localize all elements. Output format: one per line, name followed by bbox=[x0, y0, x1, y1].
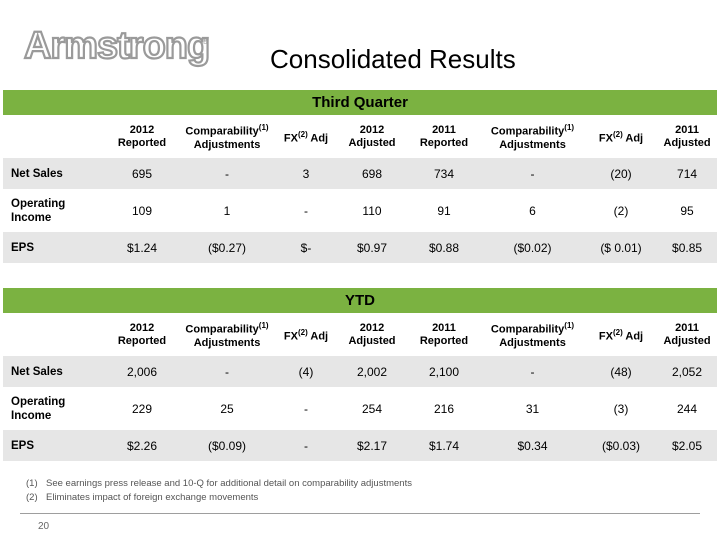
cell: $0.85 bbox=[657, 231, 718, 264]
cell: ($0.02) bbox=[480, 231, 585, 264]
cell: (48) bbox=[585, 356, 657, 388]
col-comparability-adjustments: Comparability(1) Adjustments bbox=[480, 115, 585, 158]
col-2011-reported: 2011 Reported bbox=[408, 115, 480, 158]
col-2012-reported: 2012 Reported bbox=[106, 115, 178, 158]
row-label: Operating Income bbox=[3, 189, 106, 232]
footnote-text: See earnings press release and 10-Q for … bbox=[46, 478, 412, 489]
col-fx-adj: FX(2) Adj bbox=[585, 313, 657, 356]
cell: 3 bbox=[276, 158, 336, 190]
row-label: Net Sales bbox=[3, 356, 106, 388]
cell: 714 bbox=[657, 158, 718, 190]
col-2011-adjusted: 2011 Adjusted bbox=[657, 115, 718, 158]
footnote: (1) See earnings press release and 10-Q f… bbox=[26, 477, 412, 491]
cell: (3) bbox=[585, 387, 657, 430]
cell: 6 bbox=[480, 189, 585, 232]
cell: - bbox=[178, 356, 276, 388]
page-number: 20 bbox=[38, 521, 50, 532]
cell: 31 bbox=[480, 387, 585, 430]
cell: - bbox=[276, 429, 336, 462]
col-fx-adj: FX(2) Adj bbox=[276, 115, 336, 158]
page-title: Consolidated Results bbox=[270, 44, 516, 74]
cell: ($0.09) bbox=[178, 429, 276, 462]
col-fx-adj: FX(2) Adj bbox=[585, 115, 657, 158]
cell: $2.05 bbox=[657, 429, 718, 462]
cell: (20) bbox=[585, 158, 657, 190]
cell: $0.88 bbox=[408, 231, 480, 264]
column-header-row: 2012 Reported Comparability(1) Adjustment… bbox=[3, 115, 718, 158]
row-label: EPS bbox=[3, 231, 106, 264]
cell: 216 bbox=[408, 387, 480, 430]
cell: 229 bbox=[106, 387, 178, 430]
table-row: EPS $2.26 ($0.09) - $2.17 $1.74 $0.34 ($… bbox=[3, 429, 718, 462]
cell: 91 bbox=[408, 189, 480, 232]
column-header-row: 2012 Reported Comparability(1) Adjustment… bbox=[3, 313, 718, 356]
col-comparability-adjustments: Comparability(1) Adjustments bbox=[480, 313, 585, 356]
footnotes: (1) See earnings press release and 10-Q f… bbox=[26, 477, 412, 505]
footnote-number: (1) bbox=[26, 478, 38, 489]
footnote: (2) Eliminates impact of foreign exchange… bbox=[26, 491, 412, 505]
table-row: Net Sales 695 - 3 698 734 - (20) 714 bbox=[3, 158, 718, 190]
col-2012-adjusted: 2012 Adjusted bbox=[336, 313, 408, 356]
section-title: YTD bbox=[3, 288, 718, 313]
header-blank bbox=[3, 115, 106, 158]
cell: 734 bbox=[408, 158, 480, 190]
cell: $2.17 bbox=[336, 429, 408, 462]
cell: - bbox=[178, 158, 276, 190]
cell: (4) bbox=[276, 356, 336, 388]
col-comparability-adjustments: Comparability(1) Adjustments bbox=[178, 313, 276, 356]
cell: 244 bbox=[657, 387, 718, 430]
row-label: Net Sales bbox=[3, 158, 106, 190]
cell: $- bbox=[276, 231, 336, 264]
cell: 2,002 bbox=[336, 356, 408, 388]
col-2011-reported: 2011 Reported bbox=[408, 313, 480, 356]
footnote-text: Eliminates impact of foreign exchange mo… bbox=[46, 492, 259, 503]
cell: 95 bbox=[657, 189, 718, 232]
cell: $1.24 bbox=[106, 231, 178, 264]
cell: - bbox=[480, 356, 585, 388]
col-2011-adjusted: 2011 Adjusted bbox=[657, 313, 718, 356]
col-2012-reported: 2012 Reported bbox=[106, 313, 178, 356]
header-blank bbox=[3, 313, 106, 356]
cell: $0.97 bbox=[336, 231, 408, 264]
cell: 695 bbox=[106, 158, 178, 190]
cell: $1.74 bbox=[408, 429, 480, 462]
cell: - bbox=[480, 158, 585, 190]
col-comparability-adjustments: Comparability(1) Adjustments bbox=[178, 115, 276, 158]
table-row: Net Sales 2,006 - (4) 2,002 2,100 - (48)… bbox=[3, 356, 718, 388]
cell: 2,052 bbox=[657, 356, 718, 388]
cell: $2.26 bbox=[106, 429, 178, 462]
cell: 1 bbox=[178, 189, 276, 232]
footer-divider bbox=[20, 513, 700, 514]
cell: $0.34 bbox=[480, 429, 585, 462]
cell: 2,006 bbox=[106, 356, 178, 388]
ytd-table: YTD 2012 Reported Comparability(1) Adjust… bbox=[3, 288, 718, 462]
cell: 254 bbox=[336, 387, 408, 430]
cell: 25 bbox=[178, 387, 276, 430]
table-row: EPS $1.24 ($0.27) $- $0.97 $0.88 ($0.02)… bbox=[3, 231, 718, 264]
svg-text:Armstrong: Armstrong bbox=[24, 25, 209, 67]
section-title: Third Quarter bbox=[3, 90, 718, 115]
cell: 2,100 bbox=[408, 356, 480, 388]
cell: 110 bbox=[336, 189, 408, 232]
cell: 698 bbox=[336, 158, 408, 190]
table-row: Operating Income 229 25 - 254 216 31 (3)… bbox=[3, 387, 718, 430]
cell: - bbox=[276, 189, 336, 232]
cell: ($0.03) bbox=[585, 429, 657, 462]
footnote-number: (2) bbox=[26, 492, 38, 503]
row-label: Operating Income bbox=[3, 387, 106, 430]
table-row: Operating Income 109 1 - 110 91 6 (2) 95 bbox=[3, 189, 718, 232]
svg-text:®: ® bbox=[202, 36, 209, 46]
armstrong-logo: Armstrong ® bbox=[23, 24, 211, 68]
col-fx-adj: FX(2) Adj bbox=[276, 313, 336, 356]
cell: ($ 0.01) bbox=[585, 231, 657, 264]
cell: (2) bbox=[585, 189, 657, 232]
row-label: EPS bbox=[3, 429, 106, 462]
cell: - bbox=[276, 387, 336, 430]
cell: 109 bbox=[106, 189, 178, 232]
col-2012-adjusted: 2012 Adjusted bbox=[336, 115, 408, 158]
cell: ($0.27) bbox=[178, 231, 276, 264]
third-quarter-table: Third Quarter 2012 Reported Comparabilit… bbox=[3, 90, 718, 264]
